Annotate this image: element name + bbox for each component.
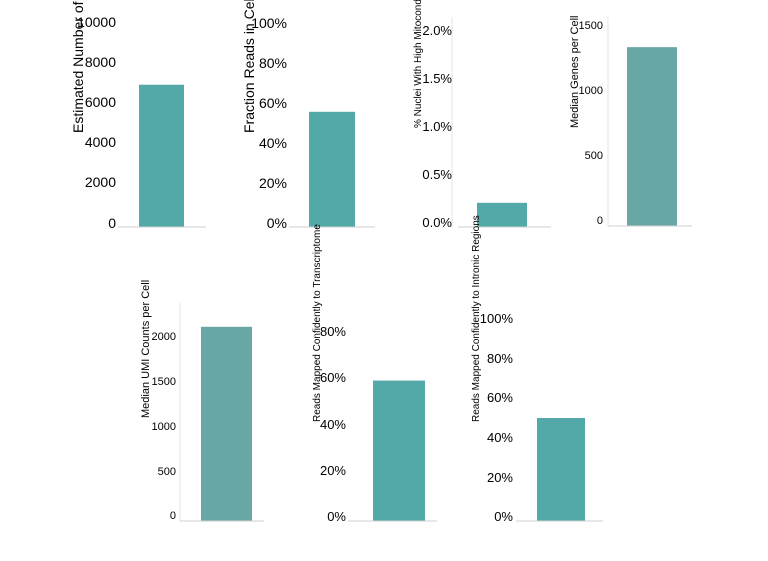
y-tick-label: 80% — [486, 350, 513, 366]
y-tick-label: 0% — [266, 214, 287, 231]
y-tick-label: 60% — [319, 370, 346, 386]
bar — [309, 111, 355, 227]
y-axis-label: Reads Mapped Confidently to Intronic Reg… — [471, 214, 482, 422]
bar — [373, 380, 425, 521]
y-tick-label: 20% — [486, 469, 513, 485]
y-tick-label: 20% — [258, 174, 287, 191]
y-tick-label: 10000 — [77, 13, 116, 30]
y-tick-label: 40% — [258, 134, 287, 151]
y-tick-label: 2.0% — [422, 23, 452, 39]
bar — [139, 84, 184, 227]
y-tick-label: 0 — [169, 510, 176, 523]
y-tick-label: 2000 — [84, 174, 116, 191]
bar — [627, 47, 677, 227]
y-tick-label: 80% — [258, 54, 287, 71]
bar — [537, 418, 585, 521]
y-tick-label: 40% — [486, 430, 513, 445]
y-tick-label: 1.5% — [422, 71, 452, 87]
y-tick-label: 500 — [157, 465, 176, 478]
y-tick-label: 60% — [258, 94, 287, 111]
y-tick-label: 100% — [251, 14, 287, 31]
y-tick-label: 6000 — [84, 94, 116, 110]
y-tick-label: 0% — [327, 509, 346, 525]
y-tick-label: 0% — [494, 509, 513, 525]
y-tick-label: 1500 — [151, 376, 176, 389]
y-tick-label: 1500 — [578, 20, 603, 33]
bar — [201, 326, 252, 521]
y-tick-label: 0.5% — [422, 167, 452, 183]
y-tick-label: 1000 — [151, 420, 176, 433]
y-tick-label: 2000 — [151, 331, 176, 344]
y-tick-label: 40% — [319, 416, 346, 432]
y-tick-label: 100% — [479, 311, 513, 327]
y-tick-label: 80% — [319, 324, 346, 340]
y-tick-label: 500 — [584, 150, 603, 163]
y-tick-label: 60% — [486, 390, 513, 406]
y-tick-label: 8000 — [84, 53, 116, 70]
y-tick-label: 4000 — [84, 134, 116, 151]
y-tick-label: 0.0% — [422, 215, 452, 231]
y-tick-label: 0 — [596, 215, 603, 228]
y-tick-label: 0 — [108, 214, 116, 231]
y-tick-label: 20% — [319, 462, 346, 478]
bar — [477, 202, 527, 227]
y-tick-label: 1000 — [578, 85, 603, 98]
y-tick-label: 1.0% — [422, 119, 452, 135]
